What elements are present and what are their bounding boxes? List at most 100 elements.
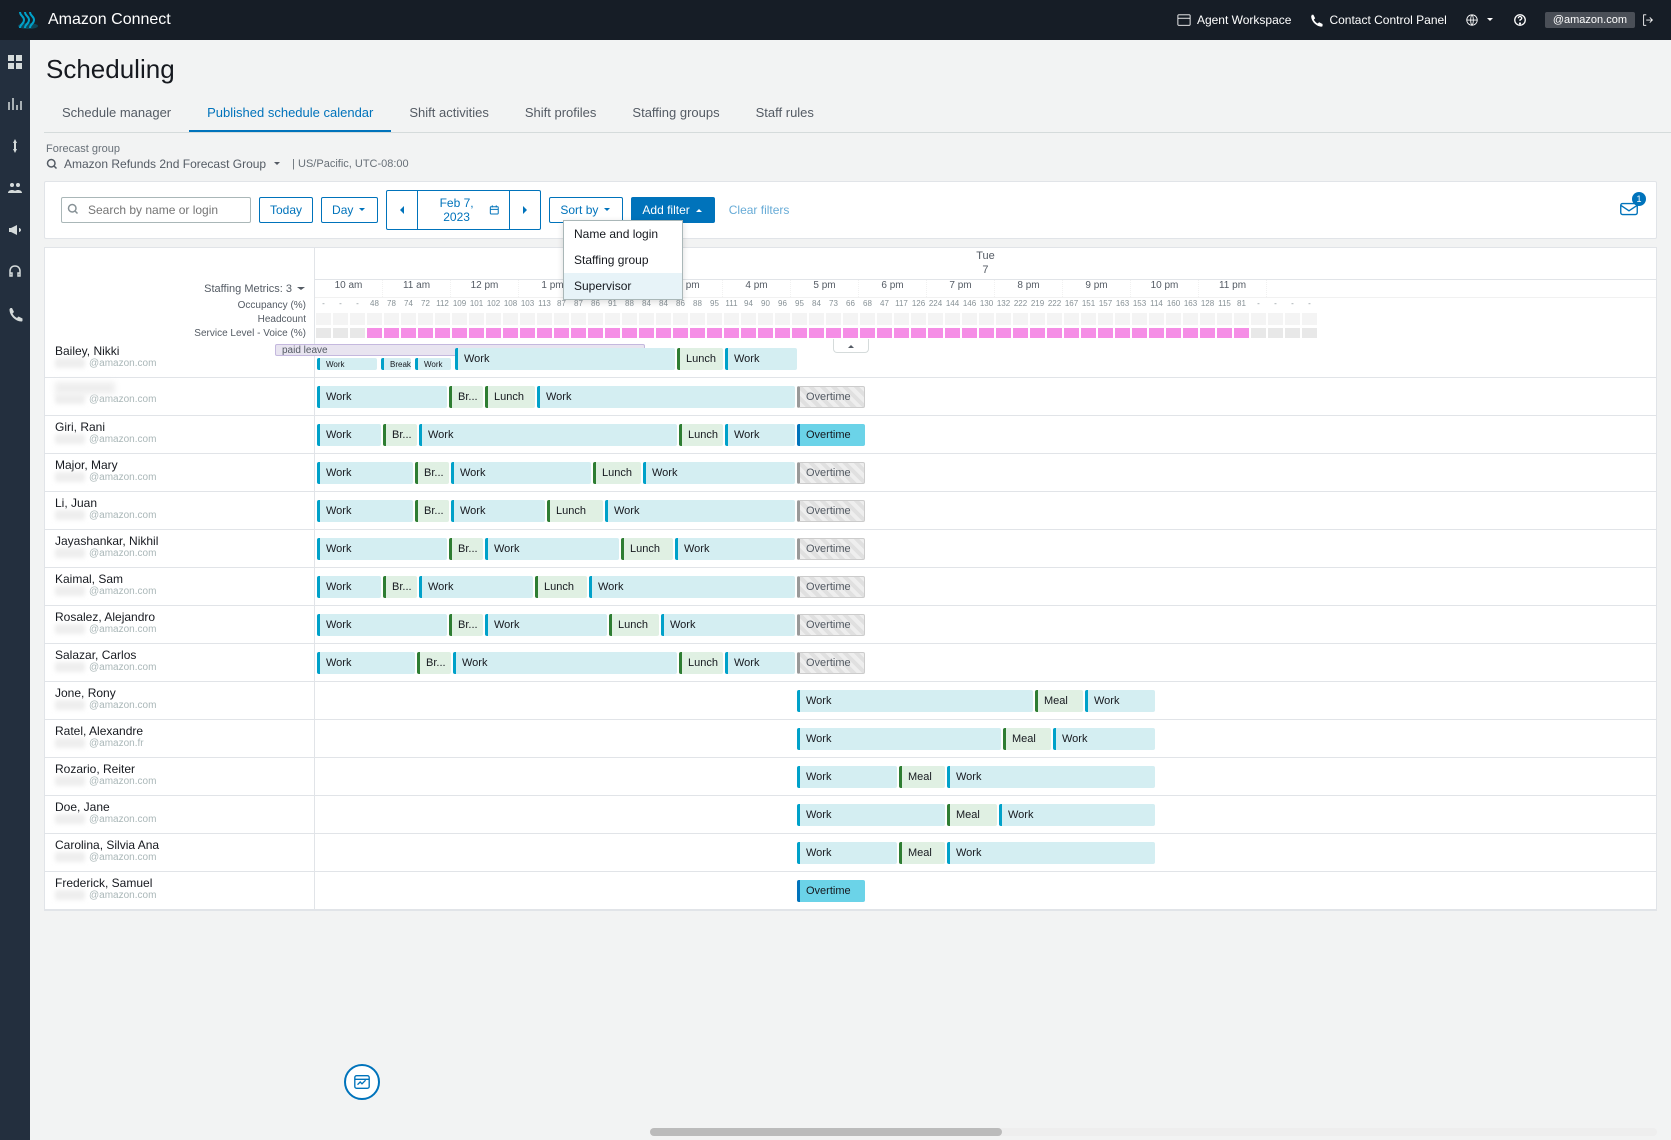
clear-filters-link[interactable]: Clear filters — [729, 203, 790, 217]
today-button[interactable]: Today — [259, 197, 313, 223]
prev-day-button[interactable] — [386, 190, 418, 230]
shift-segment-work[interactable]: Work — [947, 766, 1155, 788]
filter-option[interactable]: Supervisor — [564, 273, 682, 299]
agent-row[interactable]: Ratel, Alexandre@amazon.frWorkMealWork — [45, 720, 1656, 758]
shift-segment-lunch[interactable]: Lunch — [677, 348, 723, 370]
filter-option[interactable]: Staffing group — [564, 247, 682, 273]
shift-segment-work[interactable]: Work — [317, 652, 415, 674]
shift-segment-overtime[interactable]: Overtime — [797, 614, 865, 636]
agent-row[interactable]: Rozario, Reiter@amazon.comWorkMealWork — [45, 758, 1656, 796]
shift-segment-lunch[interactable]: Lunch — [621, 538, 673, 560]
inbox-button[interactable]: 1 — [1618, 198, 1640, 223]
tab-staff-rules[interactable]: Staff rules — [738, 95, 832, 132]
forecast-group-picker[interactable]: Amazon Refunds 2nd Forecast Group — [46, 157, 282, 171]
collapse-metrics-toggle[interactable] — [833, 339, 869, 353]
horizontal-scrollbar[interactable] — [650, 1128, 1657, 1136]
shift-segment-work[interactable]: Work — [797, 690, 1033, 712]
shift-segment-lunch[interactable]: Lunch — [485, 386, 535, 408]
tab-shift-profiles[interactable]: Shift profiles — [507, 95, 615, 132]
agent-row[interactable]: Rosalez, Alejandro@amazon.comWorkBr...Wo… — [45, 606, 1656, 644]
announce-icon[interactable] — [7, 222, 23, 238]
shift-segment-meal[interactable]: Meal — [899, 842, 945, 864]
shift-segment-work[interactable]: Work — [317, 500, 413, 522]
ccp-link[interactable]: Contact Control Panel — [1309, 13, 1446, 27]
shift-segment-lunch[interactable]: Lunch — [535, 576, 587, 598]
agent-row[interactable]: Giri, Rani@amazon.comWorkBr...WorkLunchW… — [45, 416, 1656, 454]
view-select[interactable]: Day — [321, 197, 378, 223]
shift-segment-break[interactable]: Br... — [449, 614, 483, 636]
shift-segment-work[interactable]: Work — [725, 348, 797, 370]
shift-segment-overtime-blue[interactable]: Overtime — [797, 424, 865, 446]
tab-staffing-groups[interactable]: Staffing groups — [614, 95, 737, 132]
shift-segment-work[interactable]: Work — [797, 842, 897, 864]
shift-segment-work[interactable]: Work — [1085, 690, 1155, 712]
shift-segment-overtime[interactable]: Overtime — [797, 386, 865, 408]
shift-segment-work[interactable]: Work — [485, 614, 607, 636]
shift-segment-work[interactable]: Work — [797, 728, 1001, 750]
shift-segment-work[interactable]: Work — [317, 538, 447, 560]
shift-segment-break[interactable]: Br... — [417, 652, 451, 674]
shift-segment-overtime-blue[interactable]: Overtime — [797, 880, 865, 902]
shift-segment-meal[interactable]: Meal — [947, 804, 997, 826]
shift-segment-break[interactable]: Br... — [415, 462, 449, 484]
shift-segment-work[interactable]: Work — [1053, 728, 1155, 750]
shift-segment-work[interactable]: Work — [999, 804, 1155, 826]
shift-segment-work[interactable]: Work — [947, 842, 1155, 864]
shift-segment-work[interactable]: Work — [643, 462, 795, 484]
shift-segment-work[interactable]: Work — [453, 652, 677, 674]
shift-segment-lunch[interactable]: Lunch — [609, 614, 659, 636]
tab-published-schedule-calendar[interactable]: Published schedule calendar — [189, 95, 391, 132]
shift-segment-overtime[interactable]: Overtime — [797, 538, 865, 560]
agent-row[interactable]: @amazon.comWorkBr...LunchWorkOvertime — [45, 378, 1656, 416]
shift-segment-lunch[interactable]: Lunch — [547, 500, 603, 522]
next-day-button[interactable] — [510, 190, 541, 230]
shift-segment-work[interactable]: Work — [485, 538, 619, 560]
shift-segment-work[interactable]: Work — [537, 386, 795, 408]
agent-row[interactable]: Jone, Rony@amazon.comWorkMealWork — [45, 682, 1656, 720]
shift-segment-work[interactable]: Work — [797, 804, 945, 826]
date-picker[interactable]: Feb 7, 2023 — [418, 190, 510, 230]
tab-shift-activities[interactable]: Shift activities — [391, 95, 506, 132]
filter-option[interactable]: Name and login — [564, 221, 682, 247]
shift-segment-work[interactable]: Work — [419, 576, 533, 598]
agent-row[interactable]: Carolina, Silvia Ana@amazon.comWorkMealW… — [45, 834, 1656, 872]
shift-segment-work[interactable]: Work — [725, 652, 795, 674]
shift-segment-overtime[interactable]: Overtime — [797, 576, 865, 598]
agent-row[interactable]: Salazar, Carlos@amazon.comWorkBr...WorkL… — [45, 644, 1656, 682]
globe-menu[interactable] — [1465, 13, 1495, 27]
agent-row[interactable]: Kaimal, Sam@amazon.comWorkBr...WorkLunch… — [45, 568, 1656, 606]
agent-workspace-link[interactable]: Agent Workspace — [1177, 13, 1292, 27]
routing-icon[interactable] — [7, 138, 23, 154]
shift-segment-meal[interactable]: Meal — [1003, 728, 1051, 750]
shift-segment-lunch[interactable]: Lunch — [679, 652, 723, 674]
shift-segment-break[interactable]: Br... — [415, 500, 449, 522]
shift-segment-work[interactable]: Work — [589, 576, 795, 598]
phone-nav-icon[interactable] — [7, 306, 23, 322]
logo[interactable]: Amazon Connect — [16, 8, 171, 32]
shift-segment-meal[interactable]: Meal — [899, 766, 945, 788]
shift-segment-work[interactable]: Work — [419, 424, 677, 446]
shift-segment-work[interactable]: Work — [455, 348, 675, 370]
shift-segment-overtime[interactable]: Overtime — [797, 500, 865, 522]
agent-row[interactable]: Doe, Jane@amazon.comWorkMealWork — [45, 796, 1656, 834]
shift-segment-overtime[interactable]: Overtime — [797, 462, 865, 484]
shift-segment-break[interactable]: Br... — [449, 386, 483, 408]
shift-segment-meal[interactable]: Meal — [1035, 690, 1083, 712]
shift-segment-work[interactable]: Work — [605, 500, 795, 522]
shift-segment-work[interactable]: Work — [451, 462, 591, 484]
help-icon[interactable] — [1513, 13, 1527, 27]
shift-segment-work[interactable]: Work — [317, 386, 447, 408]
agent-row[interactable]: Jayashankar, Nikhil@amazon.comWorkBr...W… — [45, 530, 1656, 568]
shift-segment-work[interactable]: Work — [675, 538, 795, 560]
staffing-metrics-toggle[interactable]: Staffing Metrics: 3 — [45, 280, 314, 298]
shift-segment-work[interactable]: Work — [317, 614, 447, 636]
shift-segment-work[interactable]: Work — [797, 766, 897, 788]
tab-schedule-manager[interactable]: Schedule manager — [44, 95, 189, 132]
shift-segment-lunch[interactable]: Lunch — [593, 462, 641, 484]
shift-segment-work[interactable]: Work — [317, 424, 381, 446]
shift-segment-lunch[interactable]: Lunch — [679, 424, 723, 446]
shift-segment-break[interactable]: Br... — [383, 424, 417, 446]
agent-row[interactable]: Li, Juan@amazon.comWorkBr...WorkLunchWor… — [45, 492, 1656, 530]
users-icon[interactable] — [7, 180, 23, 196]
headset-icon[interactable] — [7, 264, 23, 280]
